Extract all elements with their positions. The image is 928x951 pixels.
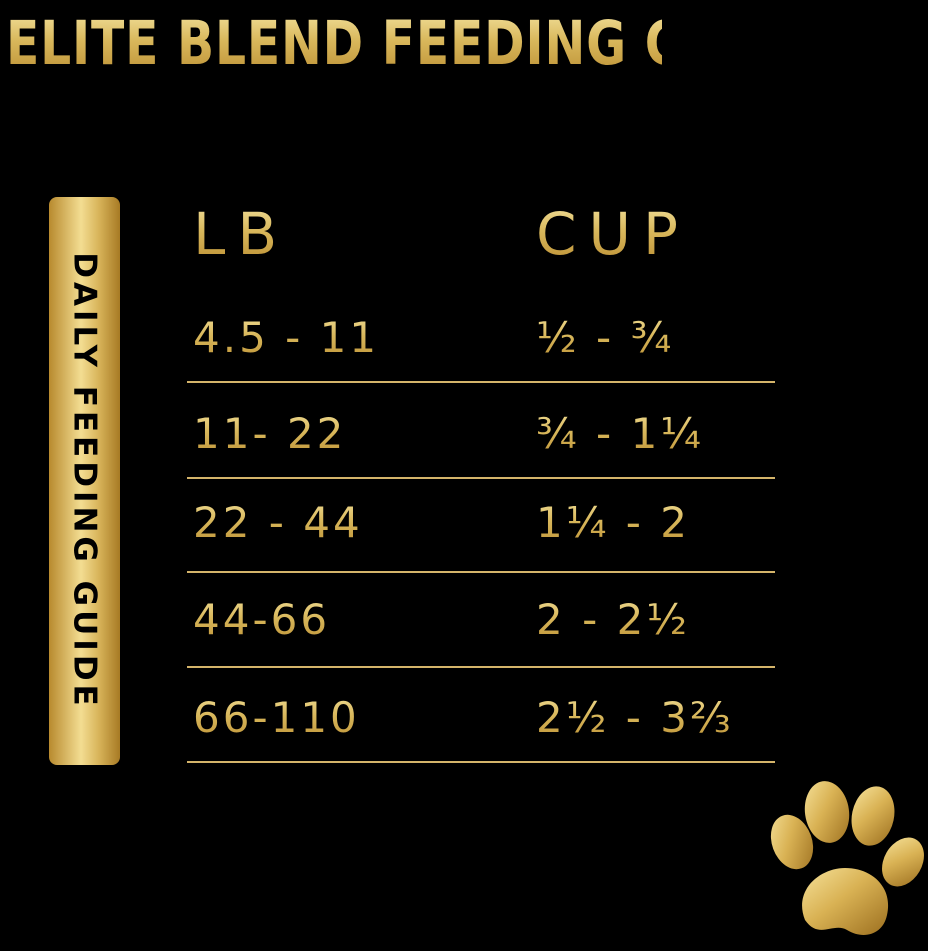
- row-2-cup: ¾ - 1¼: [536, 404, 704, 464]
- page-title: ELITE BLEND FEEDING GUIDE: [6, 6, 820, 82]
- row-2-lb: 11- 22: [193, 404, 346, 464]
- row-divider: [187, 666, 775, 668]
- column-header-lb: LB: [193, 200, 290, 268]
- row-divider: [187, 381, 775, 383]
- paw-print-icon: [770, 781, 924, 935]
- side-label-text: DAILY FEEDING GUIDE: [66, 252, 103, 710]
- row-divider: [187, 477, 775, 479]
- row-4-lb: 44-66: [193, 590, 330, 650]
- row-3-cup: 1¼ - 2: [536, 493, 690, 553]
- row-divider: [187, 761, 775, 763]
- column-header-cup: CUP: [536, 200, 690, 268]
- row-1-lb: 4.5 - 11: [193, 308, 379, 368]
- row-5-lb: 66-110: [193, 688, 360, 748]
- row-5-cup: 2½ - 3⅔: [536, 688, 734, 748]
- row-4-cup: 2 - 2½: [536, 590, 690, 650]
- side-label-badge: [49, 197, 120, 765]
- side-label-container: DAILY FEEDING GUIDE: [49, 197, 120, 765]
- row-divider: [187, 571, 775, 573]
- row-3-lb: 22 - 44: [193, 493, 363, 553]
- row-1-cup: ½ - ¾: [536, 308, 674, 368]
